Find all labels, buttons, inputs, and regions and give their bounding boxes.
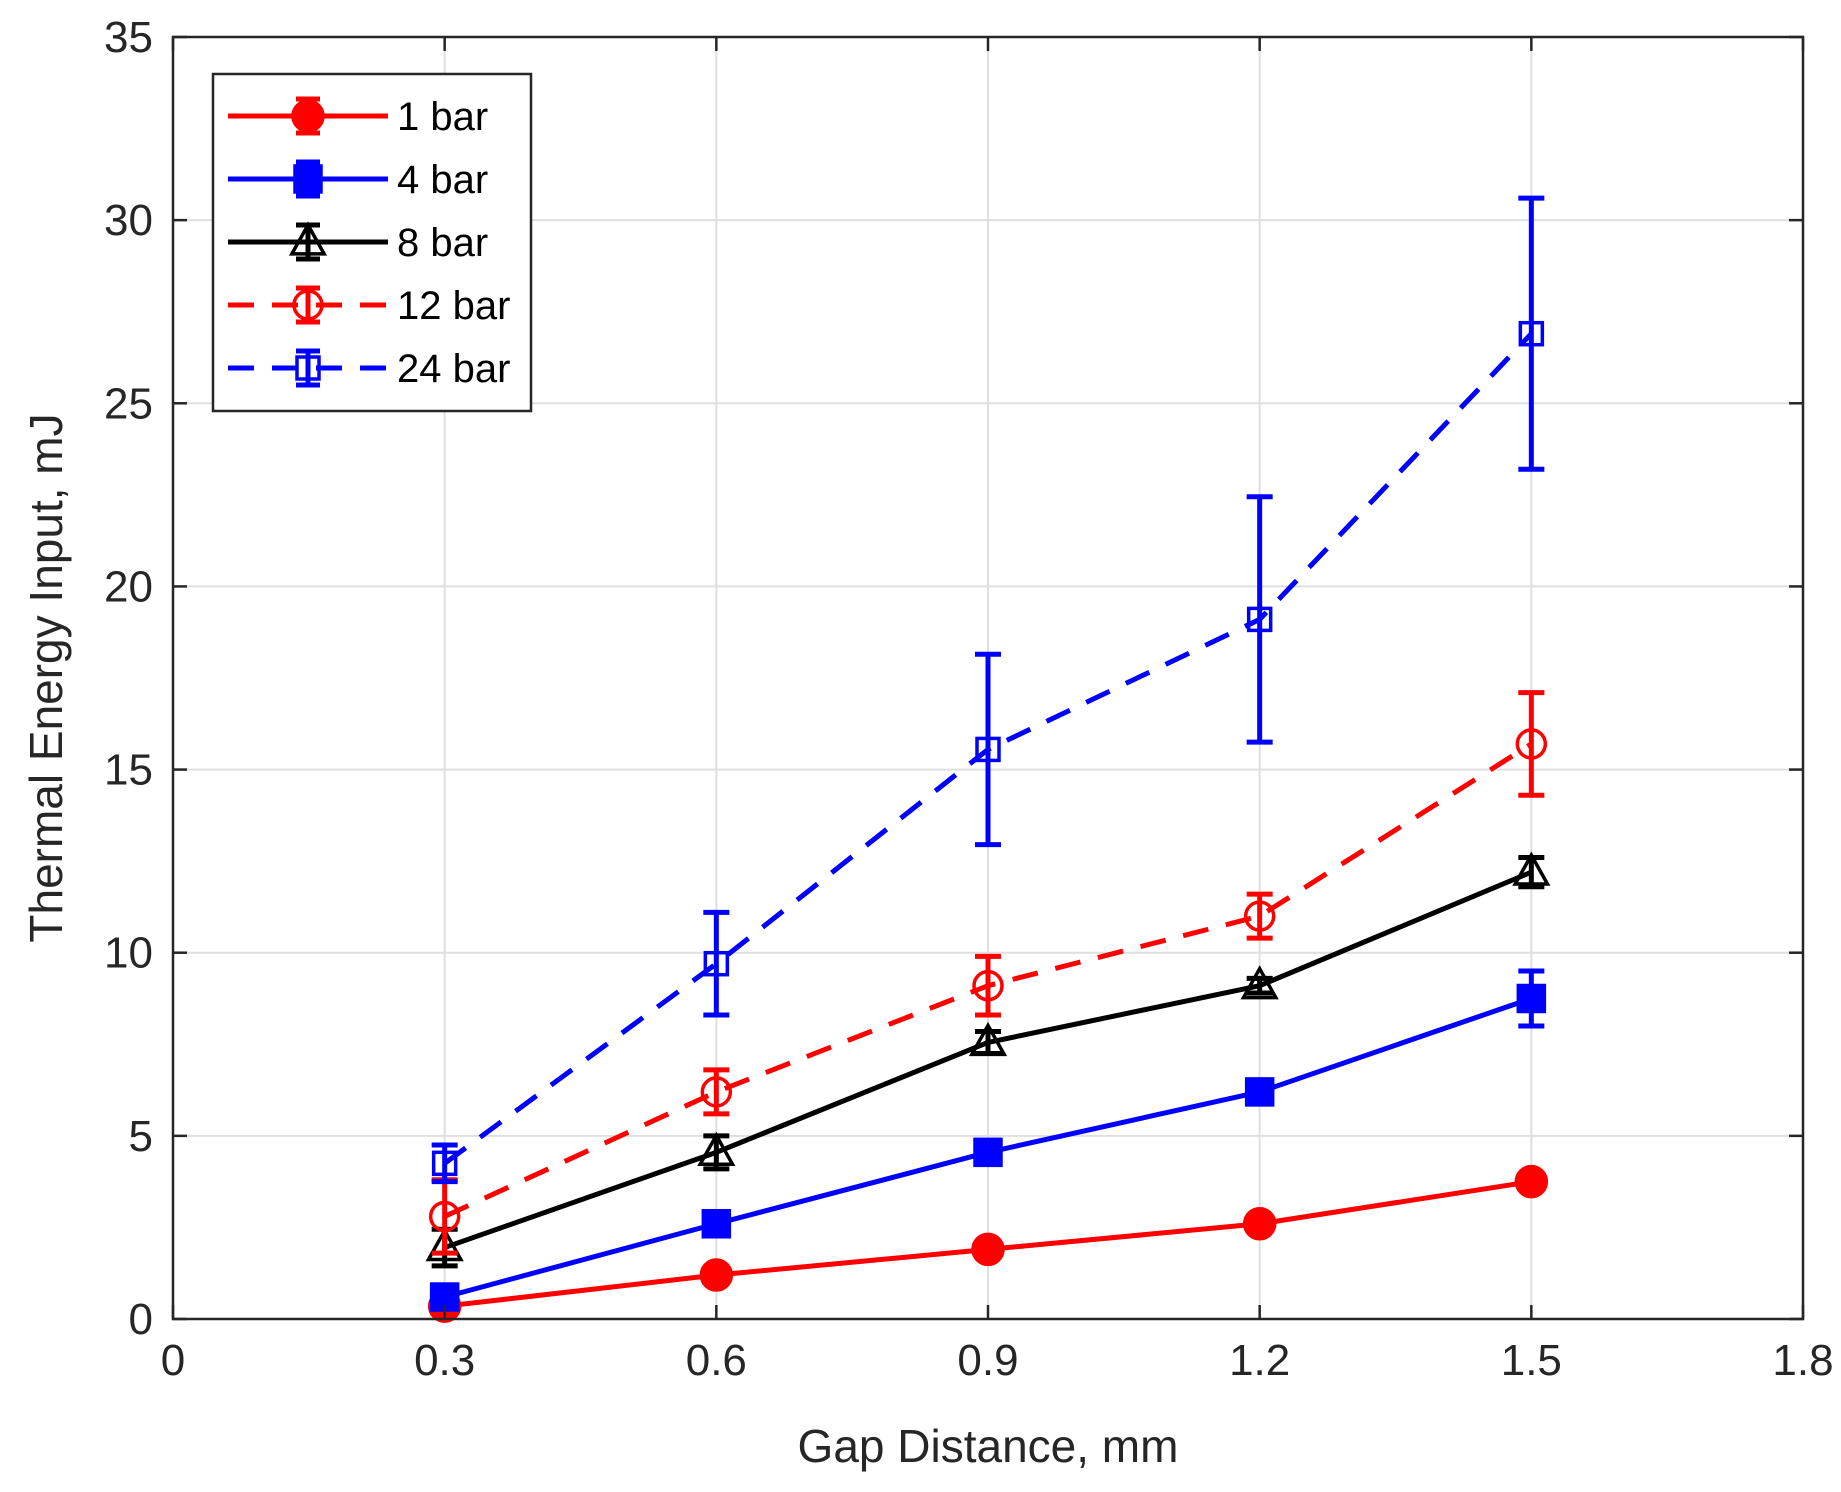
error-bar-12-bar	[1518, 690, 1545, 798]
data-point-24-bar	[1518, 320, 1545, 347]
legend-label: 4 bar	[397, 158, 488, 202]
data-point-8-bar	[1240, 965, 1279, 1000]
data-point-12-bar	[428, 1200, 461, 1233]
legend-label: 1 bar	[397, 95, 488, 139]
data-point-4-bar	[701, 1209, 732, 1239]
legend-label: 24 bar	[397, 347, 510, 391]
legend-marker	[291, 99, 325, 133]
y-tick-label: 20	[104, 562, 153, 611]
data-point-1-bar	[1242, 1207, 1277, 1241]
x-tick-label: 1.5	[1501, 1336, 1562, 1385]
data-point-24-bar	[1246, 606, 1273, 633]
data-point-1-bar	[1514, 1164, 1549, 1199]
data-point-24-bar	[975, 736, 1001, 763]
data-point-12-bar	[1243, 900, 1276, 932]
legend-marker	[292, 289, 324, 321]
y-tick-label: 5	[129, 1112, 153, 1161]
data-point-12-bar	[972, 969, 1004, 1002]
data-point-1-bar	[699, 1258, 734, 1292]
y-tick-label: 25	[104, 379, 153, 428]
error-bar-24-bar	[1518, 195, 1545, 472]
x-axis-title: Gap Distance, mm	[798, 1420, 1179, 1472]
legend-marker	[293, 164, 323, 194]
error-bar-24-bar	[1246, 494, 1273, 745]
y-tick-label: 30	[104, 196, 153, 245]
axis-ticks: 0 0.3 0.6 0.9 1.2 1.5 1.8 0 5 10 15 20 25 30 35	[104, 13, 1834, 1385]
data-point-12-bar	[700, 1076, 733, 1108]
x-tick-label: 0.9	[957, 1336, 1018, 1385]
legend-item-4-bar: 4 bar	[228, 158, 488, 202]
error-bar-12-bar	[975, 953, 1001, 1018]
y-axis-title: Thermal Energy Input, mJ	[20, 413, 72, 942]
legend-label: 8 bar	[397, 221, 488, 265]
data-point-24-bar	[703, 950, 730, 977]
legend-item-1-bar: 1 bar	[228, 95, 488, 139]
data-point-8-bar	[1512, 851, 1551, 886]
x-tick-label: 0.6	[686, 1336, 747, 1385]
legend-marker	[295, 355, 321, 381]
x-tick-label: 1.2	[1229, 1336, 1290, 1385]
error-bar-8-bar	[1246, 975, 1273, 996]
x-tick-label: 0.3	[414, 1336, 475, 1385]
error-bar-24-bar	[431, 1142, 458, 1185]
legend-label: 12 bar	[397, 284, 510, 328]
error-bar-24-bar	[703, 909, 730, 1018]
data-point-1-bar	[971, 1232, 1005, 1267]
data-point-8-bar	[968, 1021, 1008, 1057]
x-tick-label: 0	[161, 1336, 185, 1385]
legend-item-8-bar: 8 bar	[228, 221, 488, 265]
error-bar-24-bar	[975, 651, 1001, 848]
data-point-8-bar	[425, 1226, 464, 1262]
series-4-bar	[429, 968, 1547, 1312]
data-point-8-bar	[697, 1131, 736, 1166]
y-tick-label: 10	[104, 929, 153, 978]
y-tick-label: 15	[104, 746, 153, 795]
data-point-12-bar	[1515, 728, 1548, 760]
legend: 1 bar 4 bar 8 bar 12 bar 24 bar	[211, 72, 533, 413]
data-point-4-bar	[1244, 1077, 1275, 1107]
y-tick-label: 0	[129, 1295, 153, 1344]
legend-marker	[288, 221, 328, 256]
data-point-4-bar	[1516, 983, 1547, 1014]
x-tick-label: 1.8	[1772, 1336, 1833, 1385]
plot-series	[425, 195, 1551, 1323]
y-tick-label: 35	[104, 13, 153, 62]
series-12-bar	[428, 690, 1548, 1256]
data-point-24-bar	[431, 1150, 458, 1177]
data-point-4-bar	[973, 1137, 1003, 1168]
series-24-bar	[431, 195, 1545, 1185]
legend-item-24-bar: 24 bar	[228, 347, 510, 391]
legend-item-12-bar: 12 bar	[228, 284, 510, 328]
